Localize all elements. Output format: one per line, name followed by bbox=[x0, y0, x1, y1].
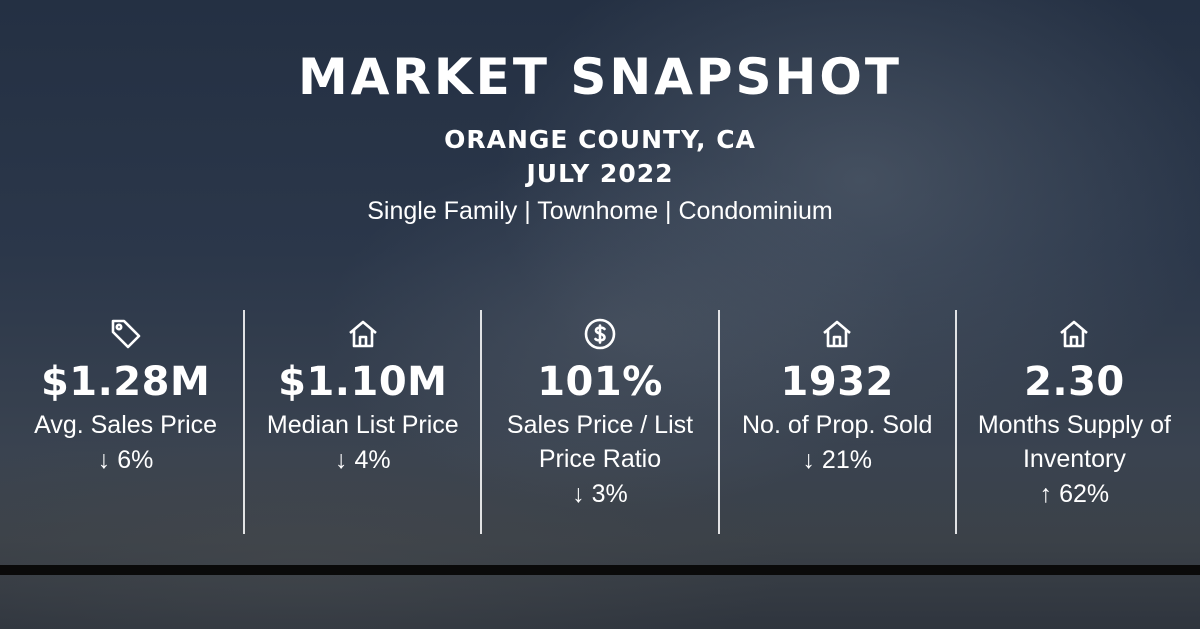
stat-value: 101% bbox=[537, 359, 663, 405]
stat-avg-sales-price: $1.28M Avg. Sales Price ↓ 6% bbox=[8, 310, 243, 534]
dollar-circle-icon bbox=[580, 314, 620, 354]
stat-value: $1.28M bbox=[40, 359, 211, 405]
page-title: MARKET SNAPSHOT bbox=[297, 48, 903, 106]
location-label: ORANGE COUNTY, CA bbox=[444, 125, 756, 154]
stat-label: Sales Price / List Price Ratio bbox=[506, 411, 694, 473]
stat-change: ↓ 21% bbox=[802, 446, 872, 474]
property-types-label: Single Family | Townhome | Condominium bbox=[367, 197, 833, 225]
house-icon bbox=[343, 314, 383, 354]
stat-value: 2.30 bbox=[1024, 359, 1125, 405]
header: MARKET SNAPSHOT ORANGE COUNTY, CA JULY 2… bbox=[0, 46, 1200, 227]
stat-months-supply: 2.30 Months Supply of Inventory ↑ 62% bbox=[954, 310, 1192, 534]
stat-value: $1.10M bbox=[278, 359, 448, 405]
stat-properties-sold: 1932 No. of Prop. Sold ↓ 21% bbox=[717, 310, 955, 534]
stat-label: No. of Prop. Sold bbox=[742, 411, 933, 439]
stat-change: ↓ 3% bbox=[572, 480, 628, 508]
period-label: JULY 2022 bbox=[526, 159, 674, 188]
stat-change: ↓ 6% bbox=[97, 446, 154, 474]
stat-value: 1932 bbox=[780, 359, 894, 405]
house-icon bbox=[1054, 314, 1094, 354]
stat-median-list-price: $1.10M Median List Price ↓ 4% bbox=[243, 310, 480, 534]
stat-label: Months Supply of Inventory bbox=[977, 411, 1171, 473]
house-icon bbox=[817, 314, 857, 354]
stat-change: ↑ 62% bbox=[1039, 480, 1110, 508]
price-tag-icon bbox=[106, 314, 146, 354]
stats-row: $1.28M Avg. Sales Price ↓ 6% $1.10M Medi… bbox=[8, 310, 1192, 534]
stat-sales-list-ratio: 101% Sales Price / List Price Ratio ↓ 3% bbox=[480, 310, 717, 534]
bottom-divider-bar bbox=[0, 565, 1200, 575]
stat-label: Median List Price bbox=[266, 411, 459, 439]
stat-change: ↓ 4% bbox=[335, 446, 391, 474]
stat-label: Avg. Sales Price bbox=[34, 411, 218, 439]
